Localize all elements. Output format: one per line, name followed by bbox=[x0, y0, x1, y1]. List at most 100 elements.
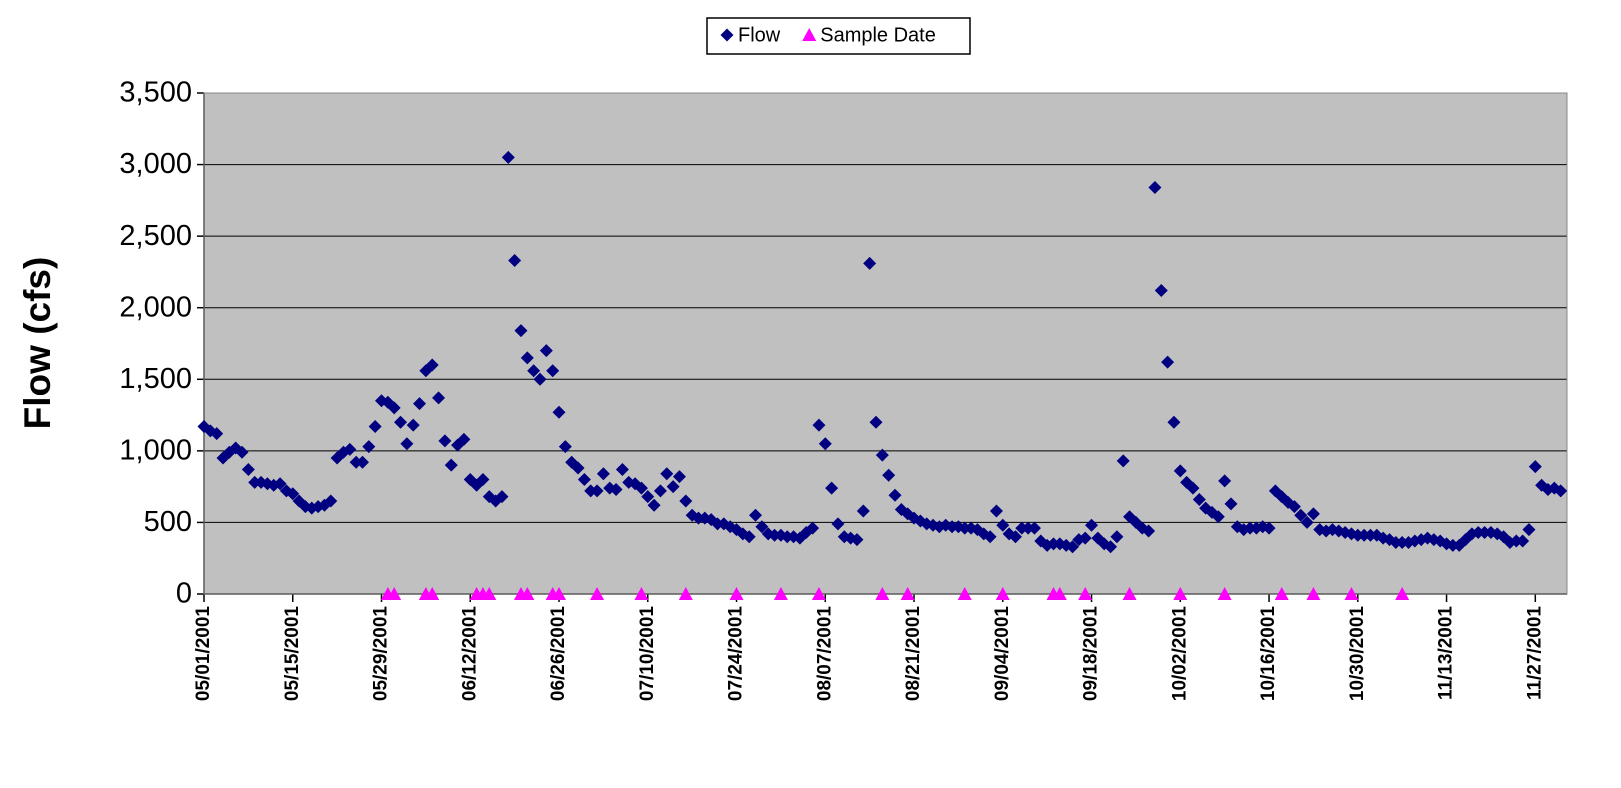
x-tick-label: 05/29/2001 bbox=[371, 606, 392, 702]
data-point bbox=[1161, 355, 1175, 369]
data-point bbox=[368, 420, 382, 434]
x-tick-label: 05/01/2001 bbox=[193, 606, 214, 702]
data-point bbox=[1306, 587, 1321, 600]
data-point bbox=[869, 415, 883, 429]
data-point bbox=[875, 448, 889, 462]
x-tick-label: 05/15/2001 bbox=[282, 606, 303, 702]
y-tick-label: 1,500 bbox=[119, 363, 192, 395]
data-point bbox=[666, 480, 680, 494]
x-tick-label: 09/18/2001 bbox=[1081, 606, 1102, 702]
data-point bbox=[552, 405, 566, 419]
data-point bbox=[406, 418, 420, 432]
legend-label: Sample Date bbox=[820, 24, 936, 46]
data-point bbox=[957, 587, 972, 600]
data-point bbox=[1554, 484, 1568, 498]
data-point bbox=[508, 253, 522, 267]
data-point bbox=[482, 587, 497, 600]
data-point bbox=[425, 587, 440, 600]
data-point bbox=[1052, 587, 1067, 600]
y-axis-title: Flow (cfs) bbox=[17, 257, 58, 430]
data-point bbox=[1522, 523, 1536, 537]
data-point bbox=[742, 530, 756, 544]
x-tick-label: 06/12/2001 bbox=[459, 606, 480, 702]
data-point bbox=[615, 462, 629, 476]
data-point bbox=[457, 432, 471, 446]
plot-area bbox=[204, 93, 1567, 594]
data-point bbox=[811, 587, 826, 600]
data-point bbox=[362, 440, 376, 454]
y-tick-label: 500 bbox=[144, 506, 192, 538]
data-point bbox=[324, 494, 338, 508]
data-point bbox=[438, 434, 452, 448]
data-point bbox=[394, 415, 408, 429]
data-point bbox=[596, 467, 610, 481]
data-point bbox=[1104, 540, 1118, 554]
data-point bbox=[1294, 508, 1308, 522]
data-point bbox=[831, 517, 845, 531]
data-point bbox=[444, 458, 458, 472]
data-point bbox=[1344, 587, 1359, 600]
data-point bbox=[520, 587, 535, 600]
x-tick-label: 08/21/2001 bbox=[903, 606, 924, 702]
data-point bbox=[1300, 515, 1314, 529]
data-point bbox=[590, 587, 605, 600]
x-tick-label: 06/26/2001 bbox=[548, 606, 569, 702]
data-point bbox=[495, 490, 509, 504]
data-point bbox=[577, 472, 591, 486]
data-point bbox=[1154, 284, 1168, 298]
data-point bbox=[634, 481, 648, 495]
data-point bbox=[590, 484, 604, 498]
data-point bbox=[1085, 518, 1099, 532]
data-point bbox=[672, 470, 686, 484]
legend-box bbox=[706, 17, 971, 55]
x-tick-label: 10/02/2001 bbox=[1169, 606, 1190, 702]
data-point bbox=[1306, 507, 1320, 521]
data-point bbox=[476, 472, 490, 486]
data-point bbox=[1173, 464, 1187, 478]
data-point bbox=[235, 445, 249, 459]
data-point bbox=[1027, 521, 1041, 535]
data-point bbox=[863, 256, 877, 270]
y-tick-label: 2,000 bbox=[119, 291, 192, 323]
x-tick-label: 11/13/2001 bbox=[1436, 606, 1457, 700]
data-point bbox=[679, 494, 693, 508]
data-point bbox=[432, 391, 446, 405]
data-point bbox=[1078, 587, 1093, 600]
data-point bbox=[1224, 497, 1238, 511]
data-point bbox=[875, 587, 890, 600]
data-point bbox=[996, 518, 1010, 532]
data-point bbox=[1217, 587, 1232, 600]
y-tick-label: 2,500 bbox=[119, 220, 192, 252]
data-point bbox=[355, 455, 369, 469]
data-point bbox=[343, 442, 357, 456]
data-point bbox=[1516, 534, 1530, 548]
data-point bbox=[1110, 530, 1124, 544]
x-tick-label: 07/10/2001 bbox=[637, 606, 658, 702]
data-point bbox=[400, 437, 414, 451]
data-point bbox=[653, 484, 667, 498]
data-point bbox=[647, 498, 661, 512]
data-point bbox=[1211, 510, 1225, 524]
data-point bbox=[387, 401, 401, 415]
data-point bbox=[634, 587, 649, 600]
data-point bbox=[273, 477, 287, 491]
data-point bbox=[882, 468, 896, 482]
data-point bbox=[856, 504, 870, 518]
y-tick-label: 0 bbox=[176, 578, 192, 610]
x-tick-label: 08/07/2001 bbox=[814, 606, 835, 702]
data-point bbox=[1122, 587, 1137, 600]
data-point bbox=[773, 587, 788, 600]
data-point bbox=[729, 587, 744, 600]
legend-marker bbox=[720, 28, 734, 42]
data-point bbox=[888, 488, 902, 502]
data-point bbox=[678, 587, 693, 600]
data-point bbox=[546, 364, 560, 378]
data-point bbox=[1274, 587, 1289, 600]
data-point bbox=[749, 508, 763, 522]
data-point bbox=[1148, 180, 1162, 194]
data-point bbox=[806, 521, 820, 535]
data-point bbox=[501, 150, 515, 164]
data-point bbox=[1218, 474, 1232, 488]
data-point bbox=[1173, 587, 1188, 600]
data-point bbox=[995, 587, 1010, 600]
